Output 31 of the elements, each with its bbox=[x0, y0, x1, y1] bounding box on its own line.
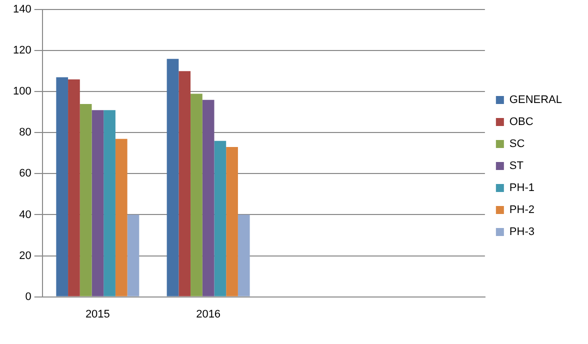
legend-label: PH-3 bbox=[509, 226, 534, 238]
bar bbox=[178, 71, 191, 296]
bar bbox=[68, 79, 80, 296]
legend-label: GENERAL bbox=[509, 94, 562, 106]
x-tick-label: 2015 bbox=[85, 308, 110, 320]
bar bbox=[238, 214, 250, 296]
bar bbox=[190, 94, 202, 296]
bar bbox=[56, 77, 68, 296]
bar bbox=[104, 110, 116, 296]
x-tick-label: 2016 bbox=[196, 308, 221, 320]
y-tick-label: 140 bbox=[12, 4, 32, 16]
y-tick-label: 60 bbox=[19, 168, 32, 180]
y-tick-label: 120 bbox=[12, 44, 32, 57]
legend-label: OBC bbox=[509, 116, 534, 128]
bar bbox=[127, 214, 140, 296]
y-tick-label: 80 bbox=[19, 126, 32, 139]
legend-label: SC bbox=[509, 138, 525, 150]
y-tick-label: 100 bbox=[12, 86, 32, 98]
y-tick-label: 20 bbox=[19, 250, 32, 262]
legend-label: ST bbox=[509, 160, 524, 172]
bar bbox=[80, 104, 92, 296]
bar bbox=[202, 100, 214, 296]
bar bbox=[214, 140, 226, 296]
y-tick-label: 40 bbox=[19, 208, 32, 221]
bar bbox=[166, 58, 179, 296]
bar bbox=[92, 110, 104, 296]
y-tick-label: 0 bbox=[25, 290, 32, 303]
legend-label: PH-2 bbox=[509, 204, 534, 216]
legend-label: PH-1 bbox=[509, 182, 534, 194]
bar bbox=[115, 138, 128, 296]
bar bbox=[226, 147, 238, 296]
